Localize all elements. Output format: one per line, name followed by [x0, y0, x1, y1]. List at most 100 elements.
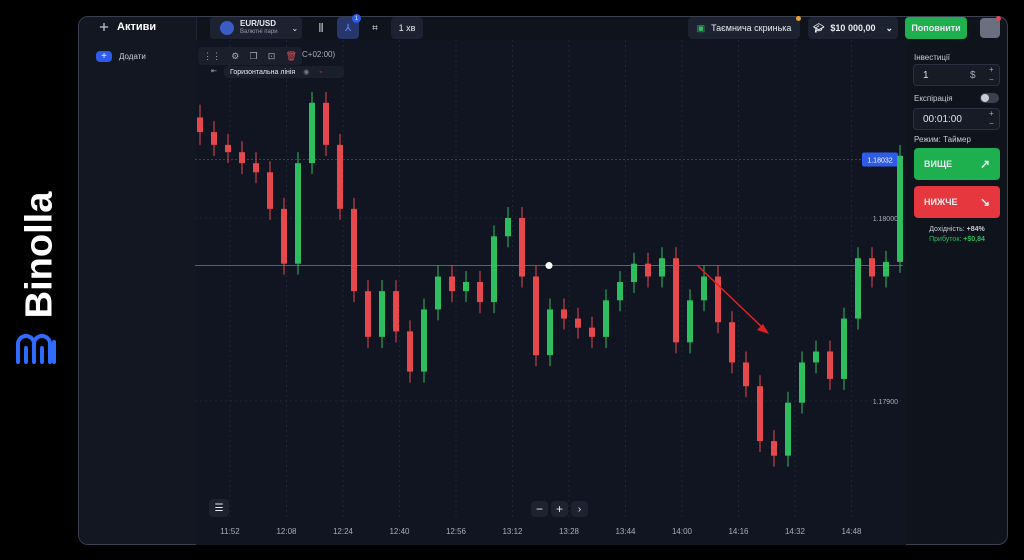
price-label: 1.17900 — [873, 399, 898, 406]
assets-icon — [100, 23, 108, 31]
deposit-button[interactable]: Поповнити — [905, 17, 967, 39]
add-label[interactable]: Додати — [119, 52, 146, 61]
pair: EUR/USD — [240, 19, 277, 28]
time-label: 14:16 — [728, 527, 749, 536]
investment-input[interactable]: 1 $ + − — [913, 64, 1000, 86]
add-button-icon[interactable]: + — [96, 51, 112, 62]
candle-body — [393, 291, 399, 332]
candle-body — [533, 276, 539, 356]
candle-body — [225, 144, 231, 153]
trend-arrow-head — [757, 324, 769, 334]
profit: Прибуток: +$0,84 — [914, 236, 1000, 243]
candle-body — [463, 282, 469, 292]
candle-body — [659, 258, 665, 277]
mystery-box[interactable]: ▣ Таємнича скринька — [688, 17, 800, 39]
currency: $ — [970, 70, 976, 81]
settings-button[interactable]: ☰ — [209, 499, 229, 517]
candle-body — [883, 261, 889, 277]
logo: Binolla — [0, 0, 78, 560]
candle-body — [477, 282, 483, 303]
candle-body — [295, 163, 301, 264]
current-price-box — [862, 152, 898, 167]
candle-body — [351, 208, 357, 292]
candle-body — [729, 322, 735, 363]
candle-body — [687, 300, 693, 343]
time-label: 13:44 — [615, 527, 636, 536]
assets-title[interactable]: Активи — [117, 21, 157, 33]
candle-body — [673, 258, 679, 343]
candle-body — [505, 218, 511, 237]
candle-body — [869, 258, 875, 277]
zoom-in[interactable]: + — [551, 501, 568, 517]
candle-body — [827, 351, 833, 379]
flag — [220, 21, 234, 35]
down-button[interactable]: НИЖЧЕ ↘ — [914, 186, 1000, 218]
trend-arrow — [696, 264, 766, 331]
candle-body — [365, 291, 371, 337]
candle-body — [799, 362, 805, 403]
candle-body — [757, 386, 763, 442]
pair-selector[interactable]: EUR/USD Валютні пари ⌄ — [210, 17, 302, 39]
candle-body — [239, 152, 245, 164]
candle-body — [603, 300, 609, 337]
candle-body — [449, 276, 455, 292]
indicators-badge: 1 — [352, 14, 361, 23]
yield-value: +84% — [966, 226, 985, 233]
chart-type-button[interactable]: ⫼ — [318, 22, 324, 34]
candle-body — [197, 117, 203, 133]
tool-chip[interactable]: Горизонтальна лінія ◉ ▫ — [224, 66, 344, 78]
candle-body — [547, 309, 553, 356]
mystery-box-label: Таємнича скринька — [711, 23, 792, 33]
candle-body — [323, 102, 329, 145]
profit-value: +$0,84 — [963, 236, 985, 243]
timeframe[interactable]: 1 хв — [391, 17, 423, 39]
candle-body — [645, 263, 651, 277]
drawing-button[interactable]: ⌗ — [372, 22, 378, 34]
up-button[interactable]: ВИЩЕ ↗ — [914, 148, 1000, 180]
balance[interactable]: 🎓︎ $10 000,00 ⌄ — [808, 17, 898, 39]
candle-body — [743, 362, 749, 387]
tool-pin: ⇤ — [211, 68, 217, 75]
expiration-toggle[interactable] — [980, 93, 999, 103]
candle-body — [407, 331, 413, 372]
candle-body — [701, 276, 707, 301]
candle-body — [337, 144, 343, 209]
balance-value: $10 000,00 — [830, 23, 876, 33]
time-label: 12:56 — [446, 527, 467, 536]
up-label: ВИЩЕ — [924, 159, 953, 169]
candle-body — [211, 132, 217, 145]
mode: Режим: Таймер — [914, 135, 971, 144]
logo-icon — [16, 334, 56, 364]
candle-body — [715, 276, 721, 323]
time-label: 12:24 — [333, 527, 354, 536]
time-label: 12:08 — [276, 527, 297, 536]
candle-body — [771, 441, 777, 456]
candle-body — [813, 351, 819, 363]
time-label: 14:00 — [672, 527, 693, 536]
avatar-dot — [996, 16, 1001, 21]
candle-body — [281, 208, 287, 264]
candle-body — [519, 218, 525, 277]
candle-body — [421, 309, 427, 372]
price-chart: 11:52 12:08 12:24 12:40 12:56 13:12 13:28 13:44… — [195, 40, 905, 536]
candle-body — [309, 102, 315, 164]
avatar[interactable] — [980, 18, 1000, 38]
expiration-input[interactable]: 00:01:00 + − — [913, 108, 1000, 130]
down-label: НИЖЧЕ — [924, 197, 958, 207]
candle-body — [785, 402, 791, 456]
tool-name: Горизонтальна лінія — [230, 68, 296, 76]
scroll-right[interactable]: › — [571, 501, 588, 517]
candle-body — [855, 258, 861, 319]
pair-group: Валютні пари — [240, 29, 278, 35]
time-label: 14:32 — [785, 527, 806, 536]
candle-body — [435, 276, 441, 310]
time-label: 14:48 — [841, 527, 862, 536]
candle-body — [841, 318, 847, 379]
zoom-out[interactable]: − — [531, 501, 548, 517]
time-label: 12:40 — [389, 527, 410, 536]
candle-body — [491, 236, 497, 303]
mystery-dot — [796, 16, 801, 21]
time-label: 11:52 — [220, 527, 240, 536]
time-label: 13:12 — [502, 527, 523, 536]
